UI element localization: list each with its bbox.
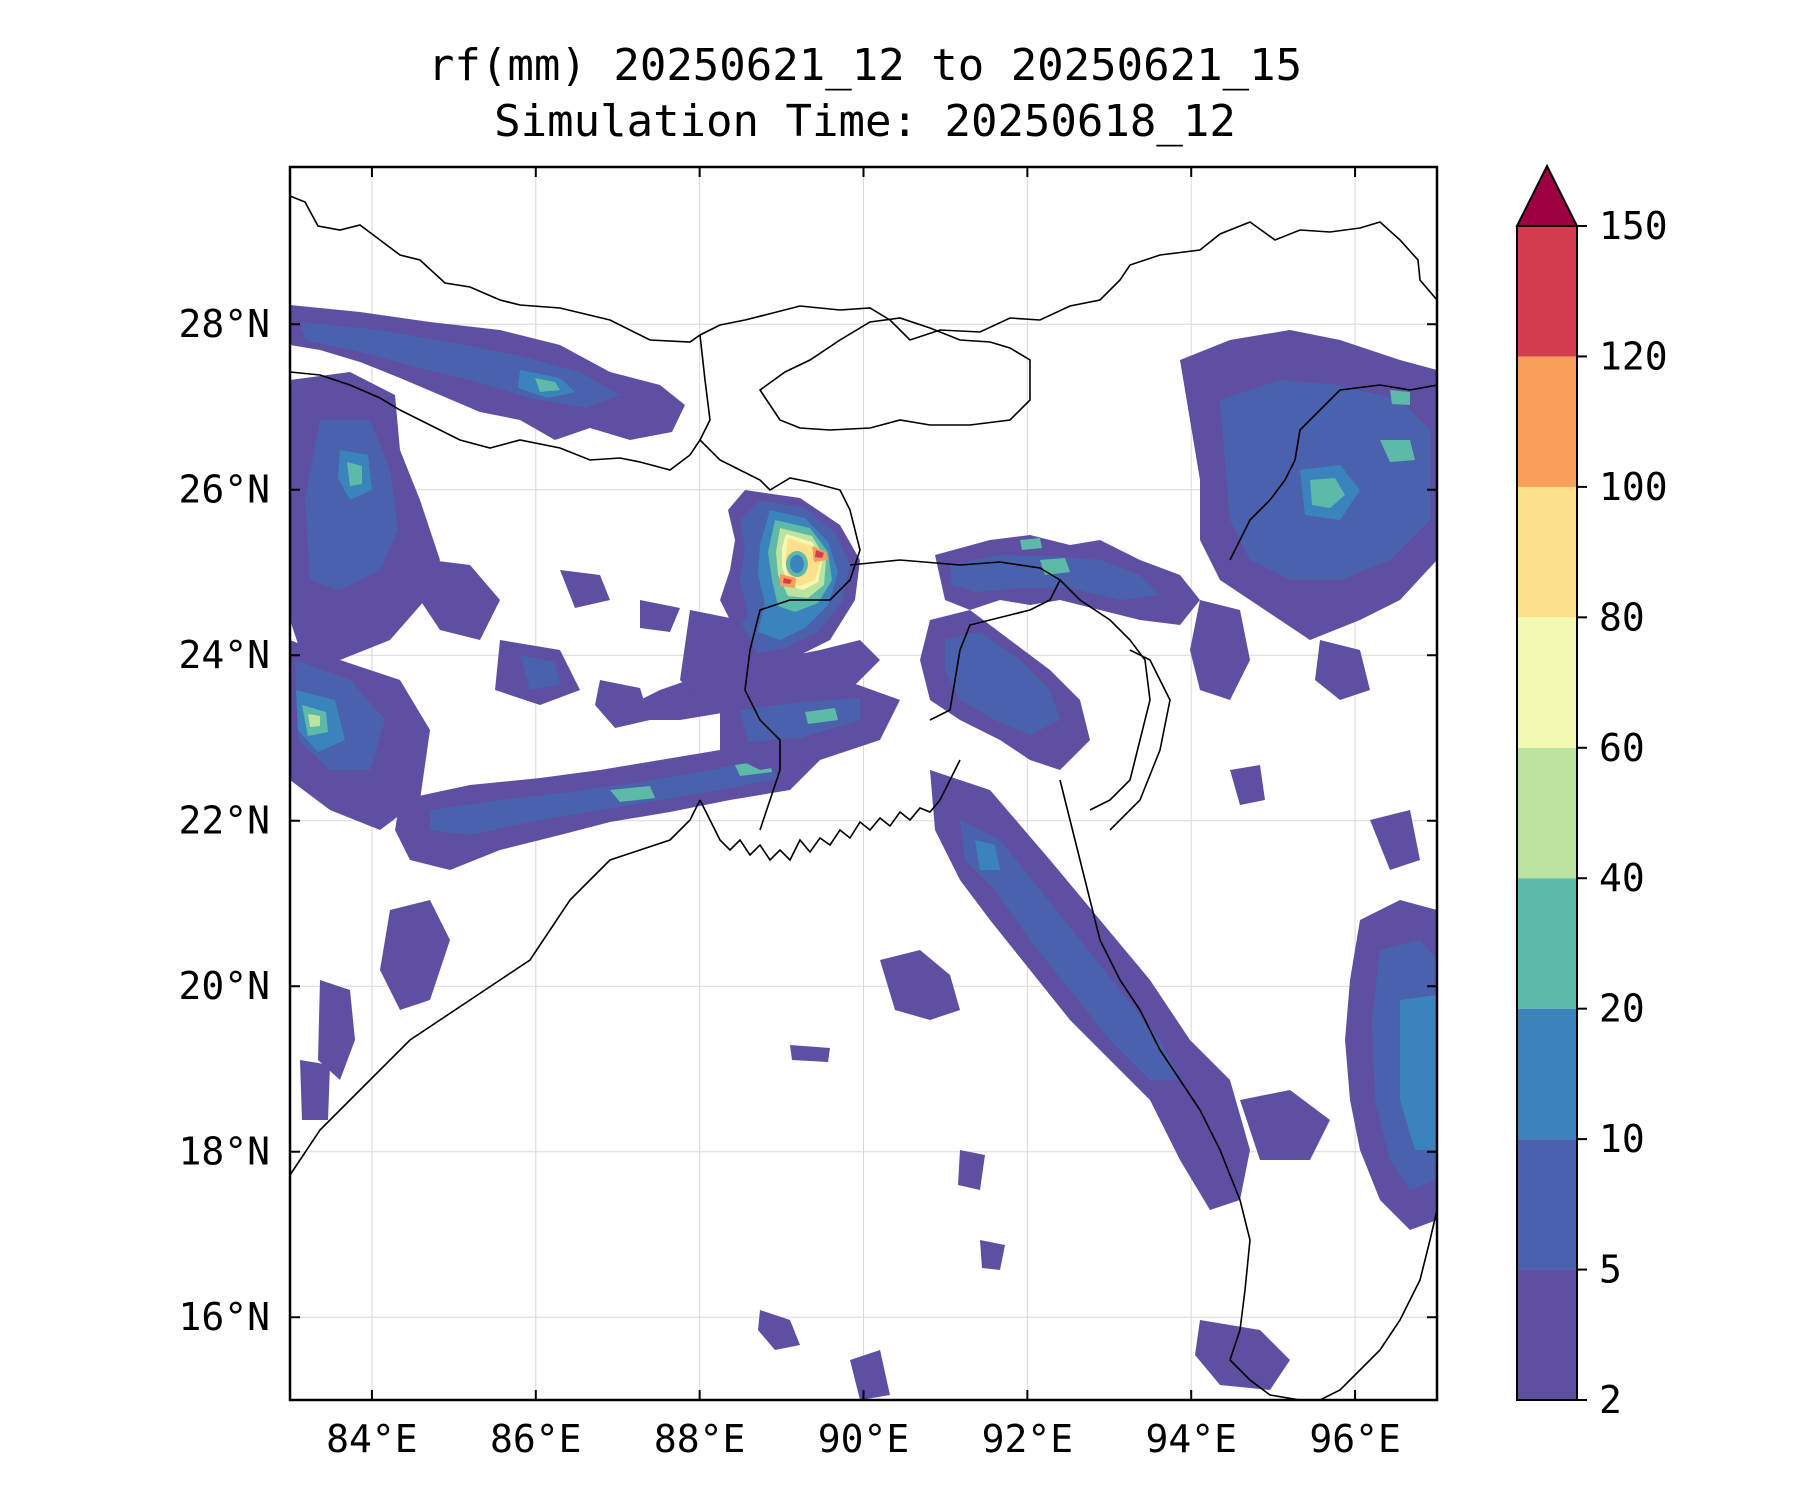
colorbar: 2 5 10 20 40 60 80 100 120 150 — [1515, 163, 1668, 1422]
arakan-coast — [1059, 779, 1251, 1361]
rain-odisha-coast-c — [300, 1060, 330, 1120]
rain-bay-e — [758, 1310, 800, 1350]
rain-bay-f — [850, 1350, 890, 1400]
lon-tick-label: 84°E — [326, 1417, 418, 1461]
lat-tick-label: 26°N — [178, 468, 270, 512]
rain-band-coast-spot — [805, 708, 838, 724]
title-line-1: rf(mm) 20250621_12 to 20250621_15 — [427, 40, 1303, 91]
rain-myanmar-east-spot — [1400, 995, 1437, 1150]
rain-northeast-spot-a-core — [1310, 478, 1345, 508]
rain-scatter-a — [420, 560, 500, 640]
colorbar-frame — [1516, 225, 1578, 1401]
rain-scatter-c — [520, 655, 560, 690]
rain-band-central-core — [430, 760, 780, 835]
lat-tick-label: 22°N — [178, 799, 270, 843]
rain-patch-west-upper-core — [305, 420, 398, 590]
lon-tick-label: 90°E — [818, 1417, 910, 1461]
rain-bay-d — [980, 1240, 1005, 1270]
rain-band-assam-spot-2 — [1020, 538, 1042, 550]
rain-spot-west-a-core — [347, 462, 362, 486]
storm-level-120-a — [815, 550, 824, 558]
map-axes: 84°E 86°E 88°E 90°E 92°E 94°E 96°E 16°N 18°N 20°N… — [178, 167, 1437, 1461]
rain-scatter-e — [560, 570, 610, 608]
irrawaddy-delta — [1229, 1209, 1437, 1400]
bhutan-border — [758, 317, 1031, 431]
colorbar-tick-label: 5 — [1599, 1248, 1622, 1292]
rain-band-assam-spot — [1040, 558, 1070, 575]
rain-scatter-d — [595, 680, 650, 728]
lat-tick-label: 16°N — [178, 1295, 270, 1339]
rain-odisha-coast-a — [380, 900, 450, 1010]
colorbar-band — [1517, 486, 1577, 618]
rain-myanmar-central-d — [1370, 810, 1420, 870]
colorbar-band — [1517, 226, 1577, 357]
colorbar-tick-label: 10 — [1599, 1117, 1645, 1161]
lon-tick-label: 88°E — [654, 1417, 746, 1461]
colorbar-tick-label: 60 — [1599, 726, 1645, 770]
colorbar-band — [1517, 617, 1577, 748]
rain-myanmar-central-c — [1230, 765, 1265, 805]
storm-eye — [790, 555, 804, 573]
rain-band-central-spot — [610, 786, 655, 802]
sundarbans-coast — [699, 759, 961, 862]
colorbar-tick-label: 80 — [1599, 595, 1645, 639]
bangladesh-north-border — [849, 559, 1062, 721]
rain-bay-b — [790, 1045, 830, 1062]
lat-tick-label: 20°N — [178, 964, 270, 1008]
lat-tick-label: 24°N — [178, 633, 270, 677]
lon-tick-label: 94°E — [1145, 1417, 1237, 1461]
map-title: rf(mm) 20250621_12 to 20250621_15 Simula… — [290, 38, 1440, 150]
rain-scatter-f — [640, 600, 680, 632]
rain-myanmar-central-e — [1240, 1090, 1330, 1160]
lat-tick-label: 28°N — [178, 302, 270, 346]
colorbar-extend-triangle — [1515, 163, 1579, 227]
colorbar-band — [1517, 1139, 1577, 1270]
colorbar-tick-label: 100 — [1599, 465, 1668, 509]
colorbar-tick-label: 120 — [1599, 334, 1668, 378]
colorbar-band — [1517, 356, 1577, 487]
rain-bay-c — [958, 1150, 985, 1190]
rain-spot-west-b-peak — [308, 714, 320, 727]
colorbar-tick-label: 2 — [1599, 1378, 1622, 1422]
storm-level-120-b — [783, 578, 792, 584]
bangladesh-east-border — [1059, 579, 1151, 811]
rain-odisha-coast-b — [318, 980, 355, 1080]
rain-bay-g — [1195, 1320, 1290, 1390]
lon-tick-label: 86°E — [490, 1417, 582, 1461]
rain-bangladesh-core — [945, 632, 1060, 735]
colorbar-band — [1517, 1269, 1577, 1400]
rain-bay-a — [880, 950, 960, 1020]
northeast-border — [1229, 384, 1437, 561]
colorbar-tick-label: 20 — [1599, 987, 1645, 1031]
bangladesh-west-border — [699, 439, 861, 831]
rain-band-arakan-spot — [975, 840, 1000, 870]
rain-myanmar-central-b — [1315, 640, 1370, 700]
storm-tail — [680, 610, 760, 700]
rain-northeast-spot-c — [1390, 390, 1410, 405]
myanmar-inner-border — [1109, 649, 1171, 831]
rain-myanmar-central-a — [1190, 600, 1250, 700]
rain-band-arakan-core — [960, 820, 1180, 1080]
rainfall-field — [290, 305, 1437, 1400]
rain-northeast-spot-b — [1380, 440, 1415, 462]
lat-tick-label: 18°N — [178, 1130, 270, 1174]
title-line-2: Simulation Time: 20250618_12 — [494, 96, 1236, 147]
lon-tick-label: 96°E — [1309, 1417, 1401, 1461]
colorbar-band — [1517, 878, 1577, 1009]
himalaya-border — [290, 195, 1437, 343]
rain-spot-nepal-east-core — [535, 378, 560, 392]
colorbar-band — [1517, 747, 1577, 879]
colorbar-tick-label: 40 — [1599, 856, 1645, 900]
lon-tick-label: 92°E — [982, 1417, 1074, 1461]
colorbar-tick-label: 150 — [1599, 204, 1668, 248]
coastlines-borders — [290, 195, 1437, 1400]
colorbar-band — [1517, 1008, 1577, 1140]
east-india-coast — [290, 799, 701, 1176]
